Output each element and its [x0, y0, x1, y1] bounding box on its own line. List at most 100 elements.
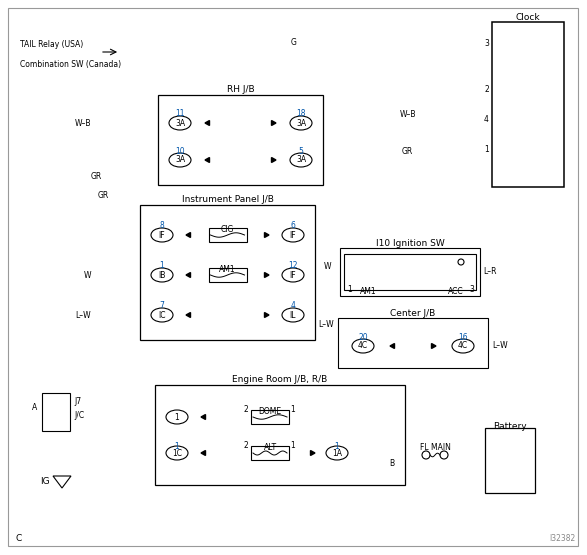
Polygon shape [186, 273, 191, 278]
Text: ACC: ACC [448, 286, 464, 295]
Text: IF: IF [158, 230, 166, 240]
Text: TAIL Relay (USA): TAIL Relay (USA) [20, 40, 83, 49]
Bar [251, 410, 289, 424]
Bar [251, 446, 289, 460]
Polygon shape [186, 312, 191, 317]
Ellipse shape [151, 228, 173, 242]
Text: 3A: 3A [296, 155, 306, 164]
Text: 2: 2 [244, 405, 248, 414]
Text: L–R: L–R [483, 268, 497, 276]
Polygon shape [201, 415, 205, 420]
Bar [492, 22, 564, 187]
Ellipse shape [169, 116, 191, 130]
Text: W: W [83, 270, 91, 280]
Bar [485, 428, 535, 493]
Text: IC: IC [158, 310, 166, 320]
Text: J7: J7 [74, 396, 81, 406]
Text: 4C: 4C [458, 341, 468, 351]
Ellipse shape [352, 339, 374, 353]
Text: CIG: CIG [221, 225, 234, 234]
Text: 4C: 4C [358, 341, 368, 351]
Polygon shape [265, 273, 269, 278]
Text: AM1: AM1 [360, 286, 377, 295]
Ellipse shape [151, 308, 173, 322]
Ellipse shape [290, 116, 312, 130]
Text: B: B [389, 459, 394, 468]
Text: L–W: L–W [492, 341, 508, 351]
Text: 3A: 3A [175, 119, 185, 128]
Text: 1: 1 [291, 405, 295, 414]
Text: L–W: L–W [319, 320, 335, 329]
Polygon shape [186, 233, 191, 238]
Text: 3: 3 [484, 39, 489, 48]
Polygon shape [205, 120, 210, 125]
Text: 1: 1 [160, 261, 164, 270]
Bar [140, 205, 315, 340]
Bar [155, 385, 405, 485]
Text: 1A: 1A [332, 448, 342, 457]
Text: 1: 1 [335, 442, 339, 451]
Ellipse shape [326, 446, 348, 460]
Text: W: W [324, 262, 331, 271]
Text: DOME: DOME [258, 407, 282, 416]
Text: 4: 4 [484, 115, 489, 124]
Text: 4: 4 [291, 301, 295, 310]
Text: RH J/B: RH J/B [227, 85, 254, 94]
Text: Instrument Panel J/B: Instrument Panel J/B [181, 195, 274, 204]
Text: 3A: 3A [175, 155, 185, 164]
Text: 8: 8 [160, 221, 164, 230]
Circle shape [440, 451, 448, 459]
Text: I32382: I32382 [549, 534, 575, 543]
Text: 20: 20 [358, 332, 368, 341]
Text: W–B: W–B [399, 110, 416, 119]
Text: C: C [16, 534, 22, 543]
Bar [208, 268, 247, 282]
Text: G: G [291, 38, 296, 47]
Text: 10: 10 [175, 147, 185, 155]
Text: Combination SW (Canada): Combination SW (Canada) [20, 60, 121, 69]
Polygon shape [272, 158, 276, 163]
Ellipse shape [452, 339, 474, 353]
Text: 3A: 3A [296, 119, 306, 128]
Text: IF: IF [290, 230, 296, 240]
Bar [344, 254, 476, 290]
Text: 12: 12 [288, 261, 298, 270]
Text: IB: IB [158, 270, 166, 280]
Text: 6: 6 [291, 221, 295, 230]
Polygon shape [311, 451, 315, 456]
Text: 2: 2 [244, 441, 248, 450]
Polygon shape [390, 344, 394, 349]
Text: 5: 5 [299, 147, 303, 155]
Polygon shape [431, 344, 436, 349]
Text: 1: 1 [174, 412, 180, 421]
Ellipse shape [151, 268, 173, 282]
Text: Clock: Clock [516, 13, 540, 22]
Polygon shape [205, 158, 210, 163]
Text: 2: 2 [484, 85, 489, 94]
Text: L–W: L–W [75, 310, 91, 320]
Text: IL: IL [290, 310, 296, 320]
Text: 18: 18 [296, 109, 306, 119]
Bar [42, 393, 70, 431]
Text: GR: GR [91, 172, 102, 181]
Text: 7: 7 [160, 301, 164, 310]
Text: FL MAIN: FL MAIN [420, 443, 450, 452]
Text: AM1: AM1 [219, 265, 236, 274]
Bar [338, 318, 488, 368]
Ellipse shape [282, 308, 304, 322]
Bar [208, 228, 247, 242]
Text: A: A [32, 402, 37, 411]
Text: 16: 16 [458, 332, 468, 341]
Ellipse shape [282, 268, 304, 282]
Circle shape [422, 451, 430, 459]
Polygon shape [53, 476, 71, 488]
Text: 1: 1 [347, 285, 352, 294]
Ellipse shape [458, 259, 464, 265]
Polygon shape [265, 233, 269, 238]
Bar [158, 95, 323, 185]
Ellipse shape [169, 153, 191, 167]
Text: GR: GR [402, 147, 413, 156]
Bar [340, 248, 480, 296]
Ellipse shape [290, 153, 312, 167]
Text: 3: 3 [469, 285, 474, 294]
